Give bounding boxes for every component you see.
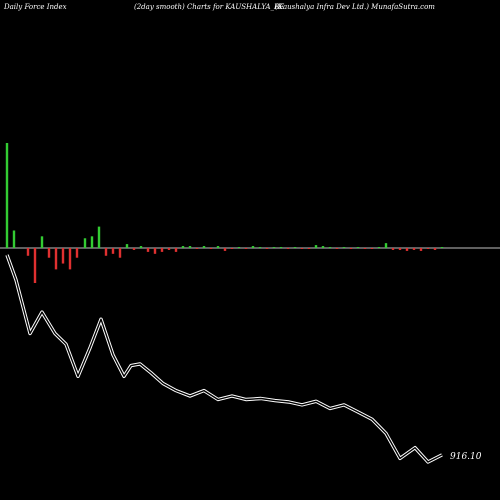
force-index-bar xyxy=(83,238,87,248)
force-index-bar xyxy=(356,247,360,248)
force-index-bar xyxy=(132,248,136,250)
force-index-bar xyxy=(335,248,339,249)
force-index-bar xyxy=(328,247,332,248)
force-index-bar xyxy=(5,143,9,248)
force-index-bar xyxy=(54,248,58,270)
force-index-bar xyxy=(230,248,234,249)
force-index-bar xyxy=(244,248,248,249)
force-index-bar xyxy=(412,248,416,250)
force-index-bar xyxy=(104,248,108,256)
force-index-bar xyxy=(139,246,143,248)
force-index-bar xyxy=(307,248,311,249)
force-index-bar xyxy=(293,247,297,248)
force-index-bar xyxy=(419,248,423,251)
force-index-bar xyxy=(153,248,157,254)
force-index-bar xyxy=(75,248,79,258)
force-index-bar xyxy=(349,248,353,249)
force-index-bar xyxy=(265,248,269,249)
force-index-bar xyxy=(384,243,388,248)
force-index-bar xyxy=(26,248,30,256)
force-index-bar xyxy=(111,248,115,254)
force-index-bar xyxy=(188,246,192,248)
force-index-bar xyxy=(300,248,304,249)
force-index-bar xyxy=(174,248,178,252)
force-index-bar xyxy=(68,248,72,270)
force-index-bar xyxy=(377,247,381,248)
force-index-bar xyxy=(251,246,255,248)
force-index-bar xyxy=(363,248,367,249)
force-index-bar xyxy=(160,248,164,252)
force-index-bar xyxy=(167,248,171,250)
force-index-bar xyxy=(61,248,65,264)
force-index-bar xyxy=(181,246,185,248)
force-index-bar xyxy=(125,244,129,248)
force-index-bar xyxy=(286,248,290,249)
force-index-bar xyxy=(118,248,122,258)
force-index-bar xyxy=(40,236,44,248)
force-index-bar xyxy=(237,247,241,248)
header-left: Daily Force Index xyxy=(4,3,67,11)
force-index-bar xyxy=(33,248,37,283)
force-index-bar xyxy=(47,248,51,258)
force-index-bar xyxy=(433,248,437,250)
force-index-bar xyxy=(398,248,402,250)
force-index-bar xyxy=(279,247,283,248)
force-index-bar xyxy=(342,247,346,248)
force-index-bar xyxy=(258,247,262,248)
force-index-bar xyxy=(370,248,374,249)
force-index-bar xyxy=(209,248,213,249)
force-index-bar xyxy=(321,246,325,248)
force-index-bar xyxy=(391,248,395,250)
force-index-bar xyxy=(216,246,220,248)
price-line-outline xyxy=(5,254,443,464)
force-index-bar xyxy=(97,226,101,248)
force-index-bar xyxy=(426,248,430,249)
force-index-bar xyxy=(146,248,150,252)
last-price-label: 916.10 xyxy=(450,452,482,462)
force-index-bar xyxy=(223,248,227,251)
force-index-bar xyxy=(12,230,16,248)
force-index-bar xyxy=(202,246,206,248)
force-index-bar xyxy=(440,247,444,248)
force-index-bar xyxy=(314,245,318,248)
force-index-bar xyxy=(405,248,409,251)
header-right: (Kaushalya Infra Dev Ltd.) MunafaSutra.c… xyxy=(275,3,435,11)
force-index-bar xyxy=(272,247,276,248)
force-index-bar xyxy=(195,248,199,249)
force-index-bar xyxy=(90,236,94,248)
price-line xyxy=(6,254,443,463)
header-center: (2day smooth) Charts for KAUSHALYA_BE xyxy=(134,3,285,11)
